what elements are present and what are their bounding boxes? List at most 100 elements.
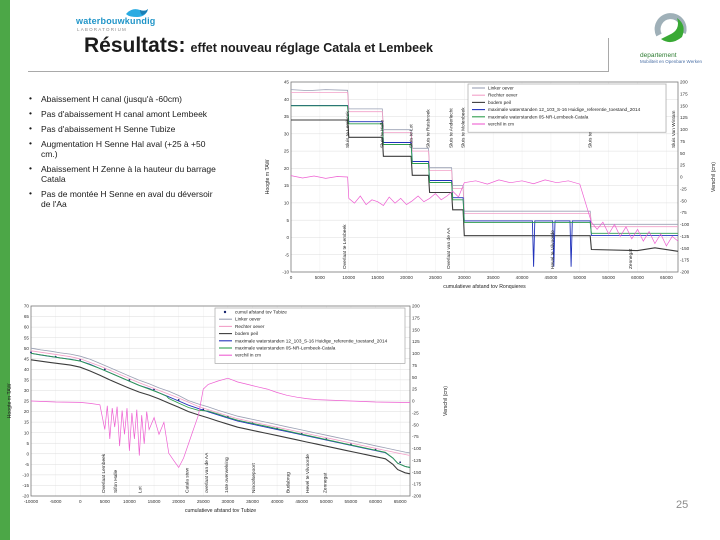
svg-text:35: 35 [284,114,290,119]
legend-label: maximale waterstanden 05-NR-Lembeek-Cata… [235,346,336,351]
bullet-item: Abaissement H canal (jusqu'à -60cm) [28,93,224,104]
left-accent-bar [0,0,10,540]
svg-text:15: 15 [24,420,30,425]
svg-text:25: 25 [412,387,418,392]
annotation-label: Sifon Halle [113,469,119,493]
y-axis-title-left: Hoogte m TAW [7,384,13,419]
svg-text:20: 20 [24,409,30,414]
svg-text:30000: 30000 [458,275,471,280]
svg-text:55000: 55000 [345,499,358,504]
legend-label: maximale waterstanden 12_103_S-16 Huidig… [235,338,388,343]
svg-text:65000: 65000 [660,275,673,280]
annotation-label: Overlaat van de AA [446,227,452,269]
legend-label: Linker oever [235,317,261,322]
svg-text:-5: -5 [25,462,30,467]
svg-text:-50: -50 [680,198,687,203]
svg-text:-10: -10 [22,472,29,477]
legend-label: maximale waterstanden 05-NR-Lembeek-Cata… [488,114,589,119]
series-maximale-waterstanden-05-nr-lembeek-cata [30,352,411,468]
series-verchil-in-cm [30,377,410,469]
svg-text:-75: -75 [680,210,687,215]
legend-box [467,83,667,133]
svg-text:10: 10 [284,201,290,206]
svg-text:45: 45 [284,80,290,85]
svg-text:10: 10 [24,430,30,435]
svg-text:30000: 30000 [221,499,234,504]
series-bodem-peil [30,359,411,475]
svg-text:-150: -150 [412,470,422,475]
series-cumul-afstand-tov-tubize [399,461,402,464]
series-linker-oever [290,89,678,225]
svg-text:150: 150 [680,103,688,108]
svg-text:35000: 35000 [487,275,500,280]
svg-text:-10: -10 [282,270,289,275]
svg-text:0: 0 [286,235,289,240]
annotation-label: Sluis te Halle [379,120,385,148]
annotation-label: Sluis te Ruisbroek [426,109,432,148]
annotation-label: Sluis Van Wintam [671,110,677,148]
svg-text:100: 100 [680,127,688,132]
annotation-label: Catala stuw [185,467,191,493]
title-underline [28,71,608,72]
annotation-label: Sluis te Molenbeek [460,107,466,148]
svg-text:20000: 20000 [400,275,413,280]
annotation-label: Sluis te Lot [408,124,414,148]
page-number: 25 [676,499,689,511]
svg-text:-5000: -5000 [50,499,62,504]
svg-text:25000: 25000 [197,499,210,504]
svg-text:75: 75 [680,139,686,144]
annotation-label: Zennegat [322,472,328,493]
svg-text:40: 40 [284,97,290,102]
svg-text:-20: -20 [22,494,29,499]
legend-label: bodem peil [488,100,511,105]
series-bodem-peil [291,119,679,252]
svg-text:75: 75 [412,363,418,368]
legend-label: Linker oever [488,86,514,91]
logo-left-name: waterbouwkundig [76,16,156,26]
svg-text:-15: -15 [22,483,29,488]
annotation-label: Overlaat Lembeek [101,453,107,493]
series-cumul-afstand-tov-tubize [103,368,106,371]
svg-text:25: 25 [24,399,30,404]
annotation-label: 1ste overwelving [224,457,230,493]
svg-text:60000: 60000 [631,275,644,280]
bullet-item: Pas d'abaissement H canal amont Lembeek [28,108,224,119]
svg-text:30: 30 [24,388,30,393]
svg-text:-5: -5 [285,252,290,257]
legend-label: Rechter oever [488,93,518,98]
bullet-item: Pas d'abaissement H Senne Tubize [28,123,224,134]
svg-text:20: 20 [284,166,290,171]
svg-text:100: 100 [412,351,420,356]
series-cumul-afstand-tov-tubize [30,351,32,354]
series-cumul-afstand-tov-tubize [128,378,131,381]
svg-text:-10000: -10000 [24,499,39,504]
svg-text:5: 5 [26,441,29,446]
svg-text:50: 50 [680,151,686,156]
series-maximale-waterstanden-05-nr-lembeek-cata [291,105,678,234]
svg-text:0: 0 [412,399,415,404]
bullet-item: Pas de montée H Senne en aval du déverso… [28,188,224,210]
svg-text:-175: -175 [680,258,690,263]
svg-text:25: 25 [680,163,686,168]
svg-text:-125: -125 [680,234,690,239]
svg-text:30: 30 [284,131,290,136]
svg-text:20000: 20000 [172,499,185,504]
x-axis-title: cumulatieve afstand tov Ronquieres [443,284,526,290]
annotation-label: Overlaat te Lembeek [342,224,348,269]
svg-text:-100: -100 [412,446,422,451]
svg-text:70: 70 [24,304,30,309]
svg-text:15000: 15000 [371,275,384,280]
svg-text:15: 15 [284,183,290,188]
svg-text:50: 50 [412,375,418,380]
bullet-item: Abaissement H Zenne à la hauteur du barr… [28,163,224,185]
svg-text:-150: -150 [680,246,690,251]
series-linker-oever [30,347,411,454]
svg-text:200: 200 [680,80,688,85]
svg-text:200: 200 [412,304,420,309]
svg-text:65000: 65000 [394,499,407,504]
svg-text:-25: -25 [412,410,419,415]
y-axis-title-right: Verschil (cm) [711,162,717,192]
svg-text:0: 0 [79,499,82,504]
series-rechter-oever [30,350,411,456]
